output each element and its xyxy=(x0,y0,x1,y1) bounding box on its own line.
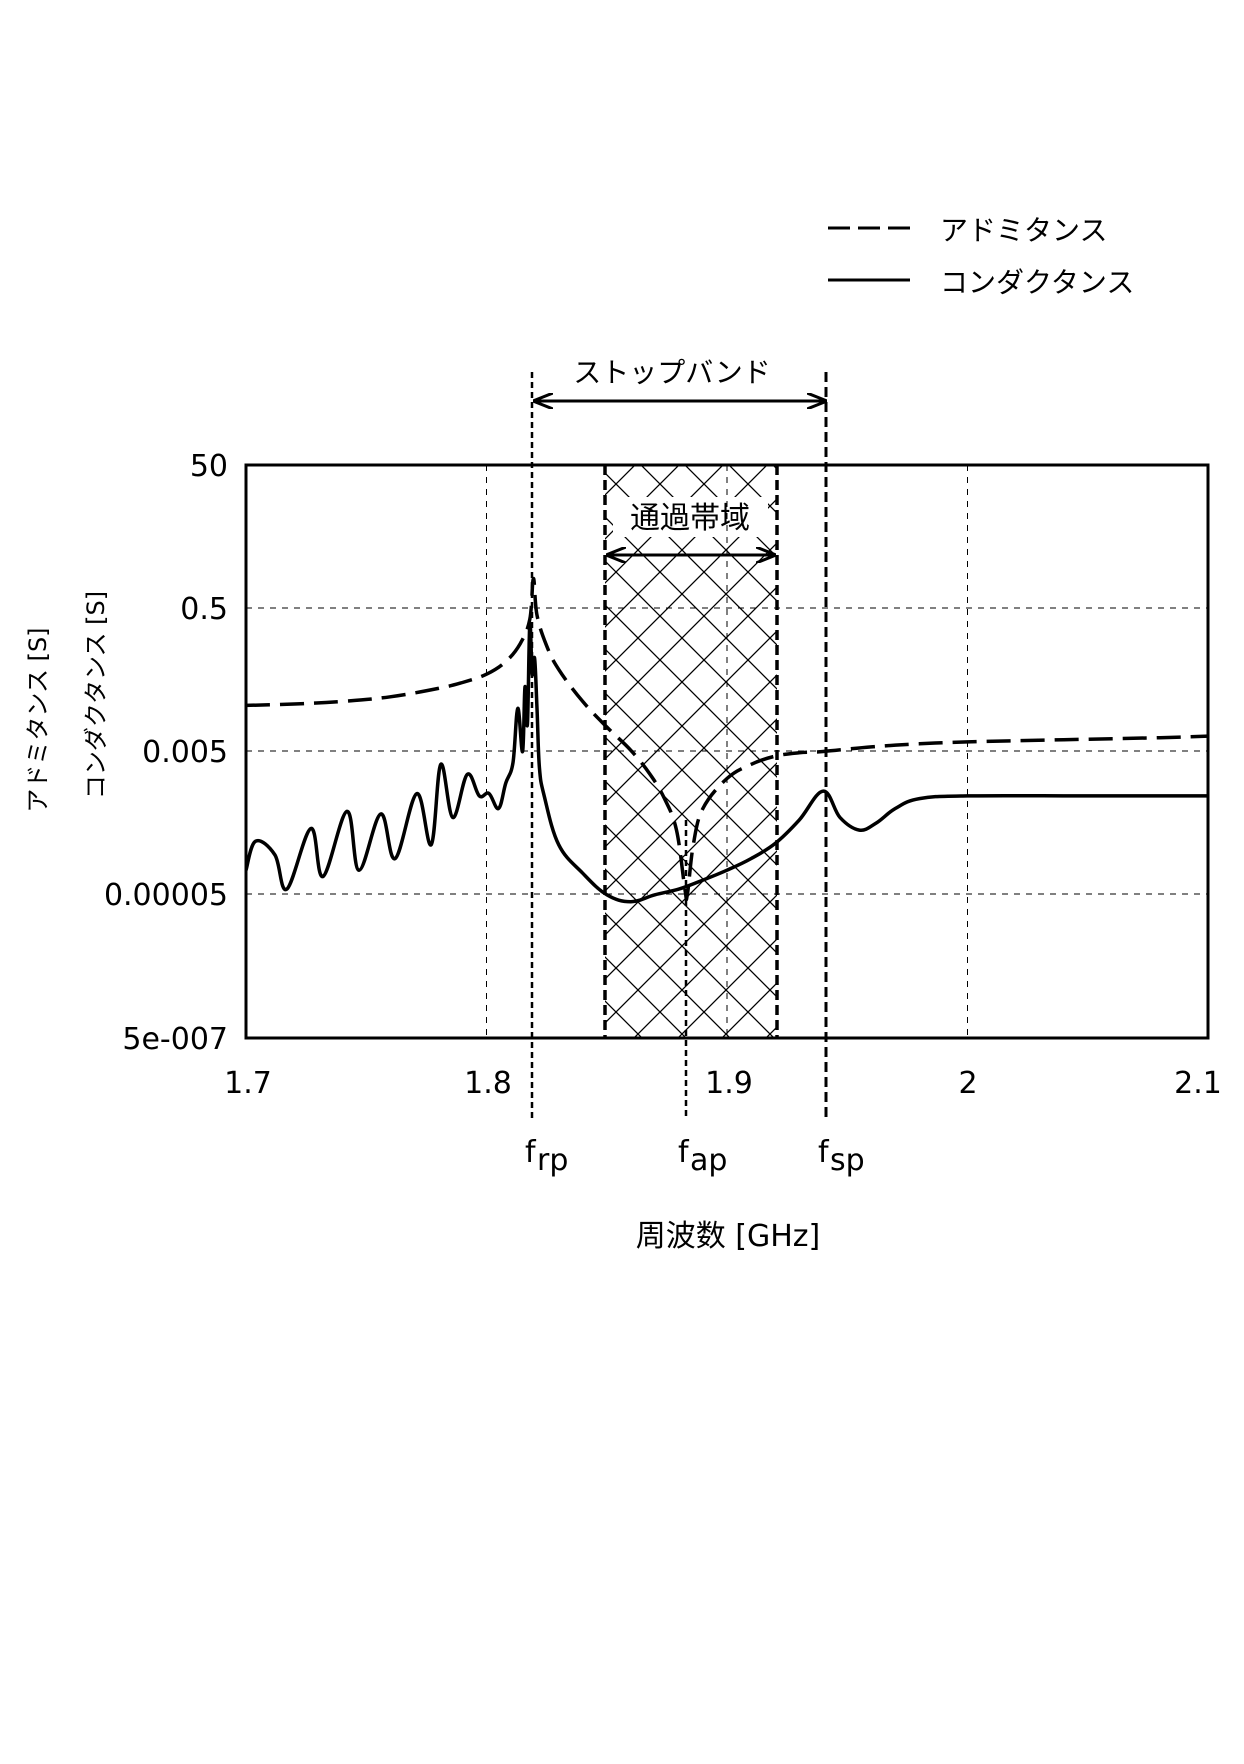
svg-text:f: f xyxy=(525,1135,537,1170)
x-axis-label: 周波数 [GHz] xyxy=(636,1219,821,1254)
admittance-conductance-chart: アドミタンス コンダクタンス ストップバンド 通過帯域 xyxy=(0,0,1244,1764)
x-axis: 1.7 1.8 1.9 2 2.1 f rp f ap f sp 周波数 [GH… xyxy=(224,1066,1222,1254)
passband-label: 通過帯域 xyxy=(630,501,750,536)
y-tick-label: 0.005 xyxy=(142,735,228,770)
svg-text:rp: rp xyxy=(537,1143,568,1178)
fsp-label: f sp xyxy=(818,1135,865,1178)
x-tick-label: 2 xyxy=(958,1066,977,1101)
y-tick-label: 0.5 xyxy=(180,592,228,627)
x-tick-label: 1.8 xyxy=(464,1066,512,1101)
y-tick-label: 50 xyxy=(190,449,228,484)
stopband-annotation: ストップバンド xyxy=(534,356,826,401)
x-tick-label: 1.9 xyxy=(705,1066,753,1101)
y-axis-label-conductance: コンダクタンス [S] xyxy=(82,591,110,799)
frp-label: f rp xyxy=(525,1135,568,1178)
svg-text:sp: sp xyxy=(830,1143,865,1178)
y-tick-label: 0.00005 xyxy=(104,878,228,913)
y-axis-label-admittance: アドミタンス [S] xyxy=(24,627,52,812)
x-tick-label: 1.7 xyxy=(224,1066,272,1101)
stopband-label: ストップバンド xyxy=(573,356,770,389)
svg-text:ap: ap xyxy=(690,1143,727,1178)
x-tick-label: 2.1 xyxy=(1174,1066,1222,1101)
fap-label: f ap xyxy=(678,1135,727,1178)
y-tick-label: 5e-007 xyxy=(122,1022,228,1057)
legend: アドミタンス コンダクタンス xyxy=(828,214,1134,299)
legend-conductance-label: コンダクタンス xyxy=(940,266,1134,299)
svg-text:f: f xyxy=(678,1135,690,1170)
svg-text:f: f xyxy=(818,1135,830,1170)
legend-admittance-label: アドミタンス xyxy=(940,214,1107,247)
y-axis: 50 0.5 0.005 0.00005 5e-007 アドミタンス [S] コ… xyxy=(24,449,228,1057)
